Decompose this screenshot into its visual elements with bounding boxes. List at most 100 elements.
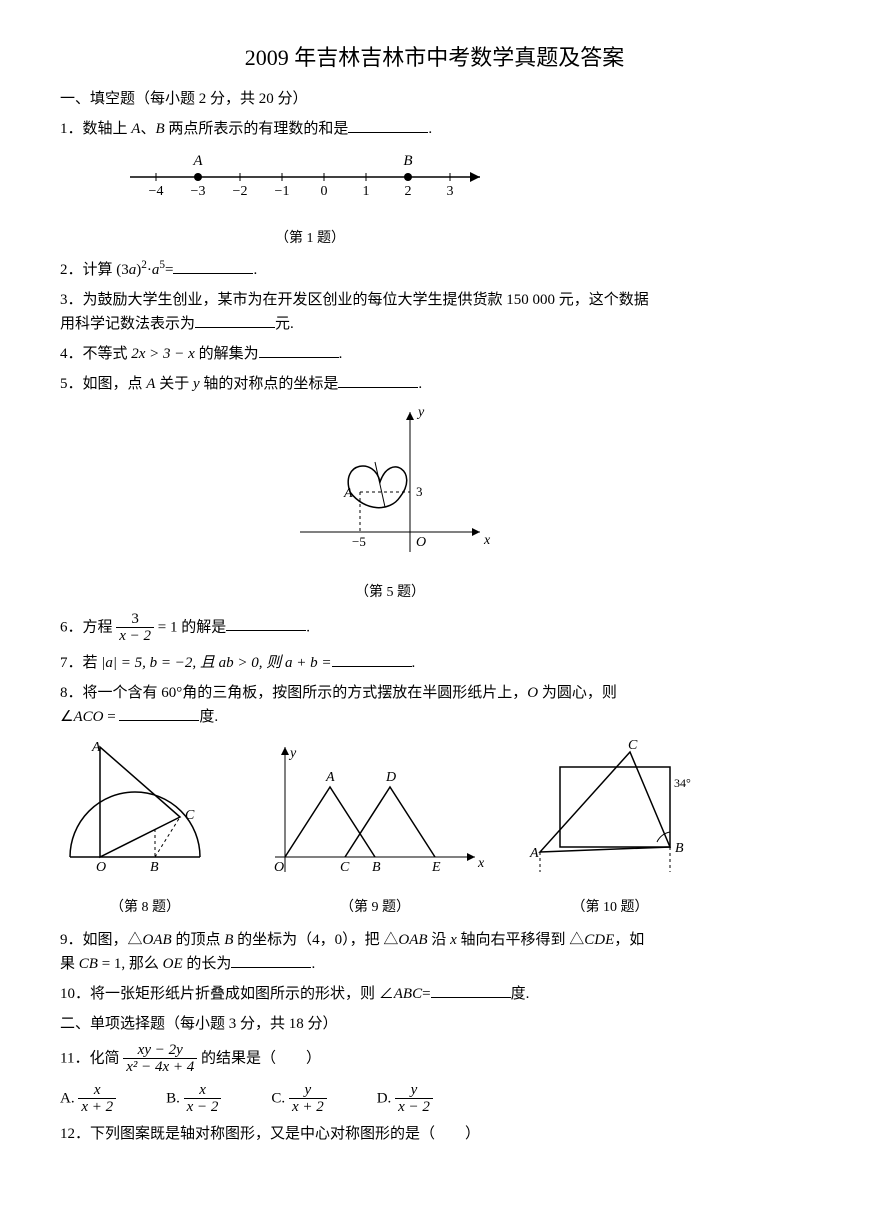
figure-1: A B −4 −3 −2 −1 0 1 2 3 （第 1 题） bbox=[120, 147, 500, 250]
svg-text:−2: −2 bbox=[233, 184, 248, 199]
figure-9: y x O A D C B E （第 9 题） bbox=[260, 737, 490, 920]
q7-prefix: 7．若 bbox=[60, 655, 101, 671]
svg-text:B: B bbox=[150, 860, 159, 875]
q2-blank bbox=[173, 258, 253, 274]
fig1-labelA: A bbox=[192, 153, 203, 169]
q11-D-den: x − 2 bbox=[395, 1099, 433, 1116]
svg-text:x: x bbox=[483, 533, 491, 548]
svg-text:C: C bbox=[628, 738, 638, 753]
q9-m5: ，如 bbox=[614, 932, 644, 948]
q6-eq: = 1 bbox=[158, 619, 178, 635]
q10-ABC: ABC bbox=[394, 986, 422, 1002]
q11-prefix: 11．化简 bbox=[60, 1050, 123, 1066]
svg-text:O: O bbox=[96, 860, 106, 875]
figure-1-caption: （第 1 题） bbox=[120, 228, 500, 250]
q9-m1: 的顶点 bbox=[172, 932, 225, 948]
svg-text:B: B bbox=[675, 841, 684, 856]
q11-frac: xy − 2yx² − 4x + 4 bbox=[123, 1042, 197, 1076]
q10-unit: 度. bbox=[511, 986, 530, 1002]
q4-blank bbox=[259, 342, 339, 358]
q8-l1b: 为圆心，则 bbox=[538, 685, 617, 701]
q10-eq: = bbox=[422, 986, 430, 1002]
question-12: 12．下列图案既是轴对称图形，又是中心对称图形的是（ ） bbox=[60, 1122, 809, 1146]
q1-mid1: 、 bbox=[140, 121, 155, 137]
q9-period: . bbox=[311, 956, 315, 972]
q1-blank bbox=[348, 117, 428, 133]
q5-y: y bbox=[193, 376, 200, 392]
q9-m7: 的长为 bbox=[183, 956, 232, 972]
q11-C-num: y bbox=[289, 1082, 327, 1100]
q9-eq1: = 1, bbox=[98, 956, 129, 972]
q4-expr: 2x > 3 − x bbox=[131, 346, 195, 362]
svg-text:−1: −1 bbox=[275, 184, 290, 199]
q6-mid: 的解是 bbox=[178, 619, 227, 635]
q6-period: . bbox=[306, 619, 310, 635]
q11-A-den: x + 2 bbox=[78, 1099, 116, 1116]
q3-line2a: 用科学记数法表示为 bbox=[60, 316, 195, 332]
question-7: 7．若 |a| = 5, b = −2, 且 ab > 0, 则 a + b =… bbox=[60, 651, 809, 675]
svg-text:O: O bbox=[416, 535, 426, 550]
q11-opt-B: B. xx − 2 bbox=[166, 1082, 221, 1116]
q3-line1: 3．为鼓励大学生创业，某市为在开发区创业的每位大学生提供货款 150 000 元… bbox=[60, 288, 809, 312]
svg-text:y: y bbox=[416, 405, 425, 420]
q11-choices: A. xx + 2 B. xx − 2 C. yx + 2 D. yx − 2 bbox=[60, 1082, 809, 1116]
svg-text:−5: −5 bbox=[352, 534, 366, 549]
q2-period: . bbox=[253, 262, 257, 278]
svg-text:O: O bbox=[274, 860, 284, 875]
question-4: 4．不等式 2x > 3 − x 的解集为. bbox=[60, 342, 809, 366]
figure-5-caption: （第 5 题） bbox=[280, 582, 500, 604]
q11-opt-A: A. xx + 2 bbox=[60, 1082, 116, 1116]
question-2: 2．计算 (3a)2·a5=. bbox=[60, 256, 809, 282]
q1-B: B bbox=[155, 121, 164, 137]
q7-blank bbox=[332, 651, 412, 667]
q8-blank bbox=[119, 705, 199, 721]
q9-l2a: 果 bbox=[60, 956, 79, 972]
svg-text:A: A bbox=[529, 846, 539, 861]
q6-prefix: 6．方程 bbox=[60, 619, 116, 635]
figure-8: A C O B （第 8 题） bbox=[60, 737, 230, 920]
question-10: 10．将一张矩形纸片折叠成如图所示的形状，则 ∠ABC=度. bbox=[60, 982, 809, 1006]
q9-x: x bbox=[450, 932, 457, 948]
q9-blank bbox=[231, 952, 311, 968]
svg-text:y: y bbox=[288, 746, 297, 761]
q9-OAB2: OAB bbox=[398, 932, 427, 948]
q5-period: . bbox=[418, 376, 422, 392]
q8-eq: = bbox=[103, 709, 119, 725]
q5-prefix: 5．如图，点 bbox=[60, 376, 146, 392]
q8-unit: 度. bbox=[199, 709, 218, 725]
q3-blank bbox=[195, 312, 275, 328]
svg-text:A: A bbox=[91, 740, 101, 755]
section-2-header: 二、单项选择题（每小题 3 分，共 18 分） bbox=[60, 1012, 809, 1036]
section-1-header: 一、填空题（每小题 2 分，共 20 分） bbox=[60, 87, 809, 111]
q1-period: . bbox=[428, 121, 432, 137]
q3-line2b: 元. bbox=[275, 316, 294, 332]
q8-O: O bbox=[527, 685, 538, 701]
q6-frac: 3x − 2 bbox=[116, 611, 154, 645]
svg-text:B: B bbox=[372, 860, 381, 875]
page-title: 2009 年吉林吉林市中考数学真题及答案 bbox=[60, 40, 809, 75]
figure-9-caption: （第 9 题） bbox=[260, 897, 490, 919]
q9-m3: 沿 bbox=[428, 932, 451, 948]
question-1: 1．数轴上 A、B 两点所表示的有理数的和是. bbox=[60, 117, 809, 141]
q6-blank bbox=[226, 615, 306, 631]
q7-period: . bbox=[412, 655, 416, 671]
q6-num: 3 bbox=[116, 611, 154, 629]
figure-10-caption: （第 10 题） bbox=[520, 897, 700, 919]
q9-OAB: OAB bbox=[143, 932, 172, 948]
figures-8-9-10: A C O B （第 8 题） y x O A D C B E （第 9 题） bbox=[60, 737, 809, 920]
q9-CB: CB bbox=[79, 956, 98, 972]
svg-text:3: 3 bbox=[447, 184, 454, 199]
q8-ang: ∠ bbox=[60, 709, 73, 725]
q9-m4: 轴向右平移得到 △ bbox=[457, 932, 585, 948]
question-5: 5．如图，点 A 关于 y 轴的对称点的坐标是. bbox=[60, 372, 809, 396]
q4-prefix: 4．不等式 bbox=[60, 346, 131, 362]
svg-text:x: x bbox=[477, 856, 485, 871]
svg-text:C: C bbox=[340, 860, 350, 875]
q2-eq: = bbox=[165, 262, 173, 278]
q11-A-label: A. bbox=[60, 1090, 75, 1106]
q1-suffix: 两点所表示的有理数的和是 bbox=[165, 121, 349, 137]
svg-text:A: A bbox=[325, 770, 335, 785]
q11-C-den: x + 2 bbox=[289, 1099, 327, 1116]
svg-text:−4: −4 bbox=[149, 184, 164, 199]
q9-prefix: 9．如图，△ bbox=[60, 932, 143, 948]
